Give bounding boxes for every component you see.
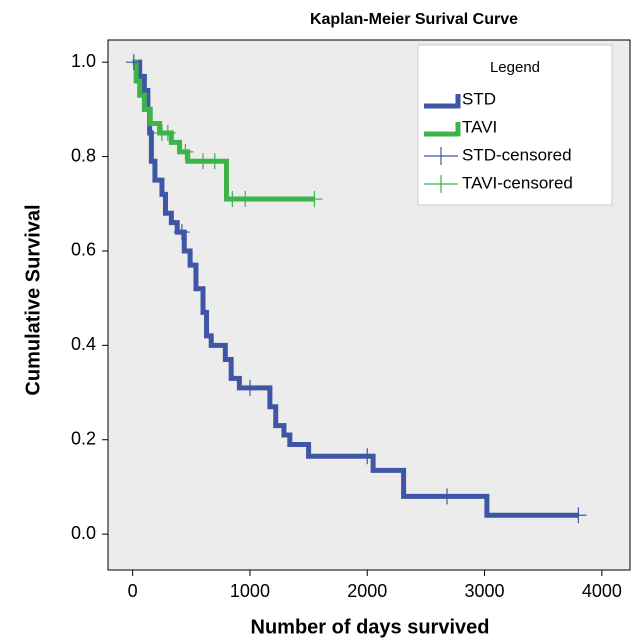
y-tick-label: 0.4 xyxy=(71,334,96,354)
x-tick-label: 3000 xyxy=(465,581,505,601)
legend-symbol xyxy=(424,147,458,165)
censor-mark xyxy=(125,54,142,71)
censor-mark xyxy=(159,124,176,141)
y-axis-title: Cumulative Survival xyxy=(22,204,44,395)
y-tick-label: 1.0 xyxy=(71,51,96,71)
survival-curve xyxy=(132,59,315,202)
censor-mark xyxy=(306,191,323,208)
legend-label: STD-censored xyxy=(462,145,572,164)
y-tick-label: 0.8 xyxy=(71,145,96,165)
censor-mark xyxy=(241,379,258,396)
censor-mark xyxy=(359,448,376,465)
censor-mark xyxy=(570,507,587,524)
survival-curve xyxy=(132,59,579,518)
x-tick-label: 0 xyxy=(128,581,138,601)
y-tick-label: 0.6 xyxy=(71,240,96,260)
y-tick-label: 0.2 xyxy=(71,428,96,448)
legend-symbol xyxy=(424,175,458,193)
censor-mark xyxy=(206,153,223,170)
x-tick-label: 4000 xyxy=(582,581,622,601)
legend-title: Legend xyxy=(490,59,540,76)
censor-mark xyxy=(177,143,194,160)
legend-symbol xyxy=(424,94,461,109)
x-tick-label: 1000 xyxy=(230,581,270,601)
legend-symbol xyxy=(424,122,461,137)
x-axis-title: Number of days survived xyxy=(251,616,490,638)
censor-mark xyxy=(237,191,254,208)
censor-mark xyxy=(173,224,190,241)
x-tick-label: 2000 xyxy=(347,581,387,601)
legend-label: TAVI-censored xyxy=(462,173,573,192)
legend-label: TAVI xyxy=(462,117,497,136)
legend-label: STD xyxy=(462,89,496,108)
legend-box xyxy=(417,44,613,206)
y-tick-label: 0.0 xyxy=(71,523,96,543)
censor-mark xyxy=(439,488,456,505)
chart-title: Kaplan-Meier Surival Curve xyxy=(310,11,518,28)
